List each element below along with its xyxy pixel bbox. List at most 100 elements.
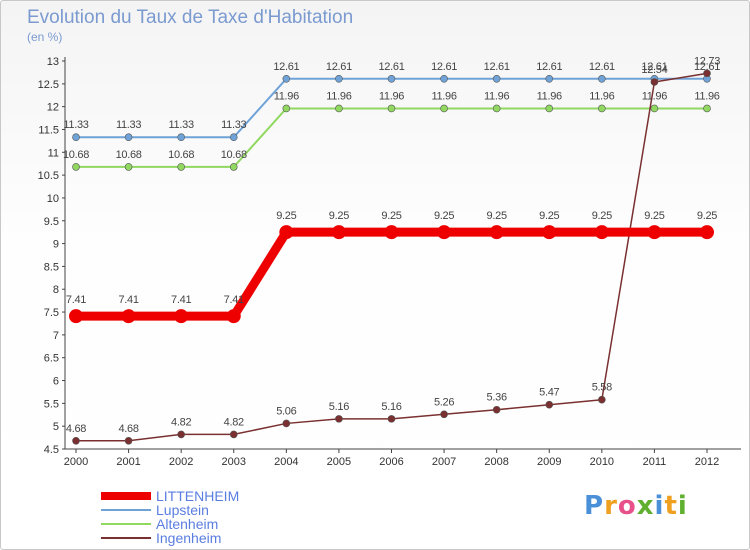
x-tick-label: 2000 [64,456,88,468]
legend-swatch-altenheim [101,523,151,525]
y-tick-label: 9.5 [44,216,59,228]
data-label-lupstein: 12.61 [589,61,615,73]
data-point-altenheim [282,104,291,113]
y-tick-label: 7.5 [44,307,59,319]
data-point-littenheim [226,309,241,324]
x-tick-label: 2002 [169,456,193,468]
legend-swatch-ingenheim [101,537,151,539]
data-label-altenheim: 11.96 [694,90,719,102]
legend-item-ingenheim: Ingenheim [101,531,239,545]
data-point-altenheim [177,163,185,171]
data-point-ingenheim [440,410,448,419]
logo-letter: r [604,491,618,521]
data-point-littenheim [174,309,189,324]
data-point-lupstein [177,133,185,142]
data-point-littenheim [121,309,136,324]
data-point-lupstein [72,133,80,142]
y-tick-label: 5 [53,421,59,433]
x-tick-label: 2003 [222,456,246,468]
logo-letter: t [664,491,678,521]
legend-swatch-lupstein [101,509,151,511]
data-label-ingenheim: 5.26 [434,396,454,408]
logo-letter: o [617,491,637,521]
data-label-littenheim: 9.25 [381,210,401,222]
chart-subtitle: (en %) [27,30,63,44]
data-point-lupstein [545,75,554,83]
data-label-littenheim: 9.25 [644,210,664,222]
data-point-littenheim [594,225,609,240]
data-label-ingenheim: 4.82 [171,416,191,428]
data-label-lupstein: 12.61 [536,61,562,73]
data-point-lupstein [387,75,396,83]
data-label-littenheim: 9.25 [276,210,296,222]
data-label-ingenheim: 5.58 [592,382,612,394]
data-label-lupstein: 12.61 [378,61,404,73]
data-label-lupstein: 12.61 [484,61,510,73]
data-label-ingenheim: 12.54 [641,64,667,76]
legend-label-lupstein: Lupstein [156,502,209,518]
x-tick-label: 2008 [484,456,508,468]
x-tick-label: 2010 [590,456,614,468]
x-tick-label: 2006 [379,456,403,468]
data-point-lupstein [335,75,343,83]
data-point-altenheim [492,104,501,113]
legend-label-littenheim: LITTENHEIM [156,488,240,504]
data-point-altenheim [650,104,659,113]
data-point-ingenheim [335,415,343,423]
data-point-ingenheim [124,436,133,445]
data-point-littenheim [437,225,452,240]
data-point-lupstein [229,133,238,142]
y-tick-label: 7 [53,330,59,342]
logo-letter: i [654,491,665,521]
data-point-altenheim [124,163,133,171]
x-tick-label: 2005 [327,456,351,468]
x-tick-label: 2012 [695,456,719,468]
data-label-littenheim: 9.25 [697,210,717,222]
data-point-lupstein [598,75,606,83]
data-label-ingenheim: 4.68 [66,423,86,435]
data-label-lupstein: 11.33 [169,119,194,131]
y-tick-label: 9 [53,239,59,251]
x-tick-label: 2004 [274,456,298,468]
data-point-lupstein [492,75,501,83]
data-label-lupstein: 11.33 [63,119,88,131]
data-label-ingenheim: 5.16 [329,401,349,413]
y-tick-label: 10 [47,193,59,205]
data-label-littenheim: 7.41 [118,294,138,306]
y-tick-label: 6 [53,376,59,388]
data-label-altenheim: 10.68 [221,149,247,161]
data-label-altenheim: 10.68 [116,149,142,161]
data-point-littenheim [384,225,399,240]
data-point-littenheim [69,309,83,324]
x-tick-label: 2007 [432,456,456,468]
y-tick-label: 5.5 [44,398,59,410]
y-tick-label: 12 [47,102,59,114]
data-label-littenheim: 7.41 [224,294,244,306]
x-tick-label: 2009 [537,456,561,468]
data-label-littenheim: 9.25 [592,210,612,222]
data-point-ingenheim [72,436,80,445]
data-label-altenheim: 11.96 [589,90,614,102]
data-label-littenheim: 7.41 [66,294,86,306]
data-label-ingenheim: 5.36 [487,392,507,404]
x-tick-label: 2011 [643,456,667,468]
data-point-ingenheim [650,78,659,86]
logo-letter: i [677,491,688,521]
data-point-littenheim [700,225,714,240]
data-point-altenheim [545,104,554,113]
logo-letter: P [584,491,605,521]
y-tick-label: 10.5 [38,170,59,182]
data-point-ingenheim [282,419,291,428]
data-point-littenheim [489,225,504,240]
data-label-lupstein: 12.61 [641,61,667,73]
data-label-littenheim: 9.25 [487,210,507,222]
data-point-altenheim [387,104,396,113]
data-point-littenheim [331,225,346,240]
data-point-littenheim [647,225,662,240]
legend-swatch-littenheim [101,492,151,500]
data-label-altenheim: 11.96 [642,90,667,102]
data-point-ingenheim [387,415,396,423]
data-label-lupstein: 11.33 [116,119,141,131]
